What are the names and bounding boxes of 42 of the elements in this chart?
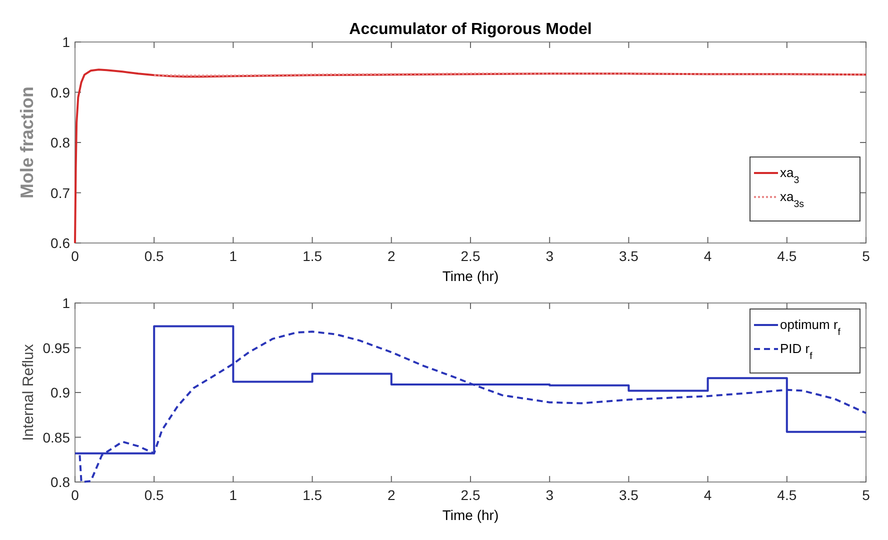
x-tick-label: 0.5 [144,487,164,503]
legend-label: xa$_{3}$ [780,165,800,186]
y-tick-label: 0.9 [50,384,70,400]
x-tick-label: 0.5 [144,248,164,264]
x-tick-label: 0 [71,487,80,503]
x-tick-label: 0 [71,248,80,264]
x-tick-label: 3.5 [618,248,639,264]
chart-title: Accumulator of Rigorous Model [349,21,592,38]
y-axis-title: Internal Reflux [20,344,37,441]
y-tick-label: 0.9 [50,84,70,100]
x-tick-label: 4 [704,487,712,503]
line-series [74,68,867,244]
x-tick-label: 5 [862,487,870,503]
x-axis-title: Time (hr) [442,268,499,284]
x-tick-label: 2 [388,248,396,264]
x-tick-label: 4.5 [777,487,797,503]
legend-label: optimum r$_{f}$ [780,317,841,338]
x-tick-label: 4.5 [777,248,797,264]
y-tick-label: 0.8 [50,474,70,490]
x-tick-label: 5 [862,248,870,264]
y-tick-label: 0.8 [50,134,70,150]
legend-label: xa$_{3s}$ [780,189,804,210]
x-tick-label: 2.5 [460,487,480,503]
x-tick-label: 4 [704,248,712,264]
x-tick-label: 2.5 [460,248,480,264]
y-tick-label: 0.95 [42,340,70,356]
y-tick-label: 0.7 [50,184,70,201]
y-tick-label: 1 [62,34,70,50]
x-tick-label: 3 [546,487,554,503]
y-tick-label: 0.6 [50,235,70,251]
x-tick-label: 2 [388,487,396,503]
x-tick-label: 1 [229,487,238,503]
x-tick-label: 1.5 [302,248,322,264]
y-axis-title: Mole fraction [17,86,37,199]
x-tick-label: 1 [229,248,238,264]
legend-label: PID r$_{f}$ [780,341,813,362]
y-tick-label: 0.85 [42,429,70,446]
x-tick-label: 3.5 [618,487,639,503]
y-tick-label: 1 [62,295,70,311]
x-tick-label: 3 [546,248,554,264]
x-axis-title: Time (hr) [442,507,499,523]
x-tick-label: 1.5 [302,487,322,503]
